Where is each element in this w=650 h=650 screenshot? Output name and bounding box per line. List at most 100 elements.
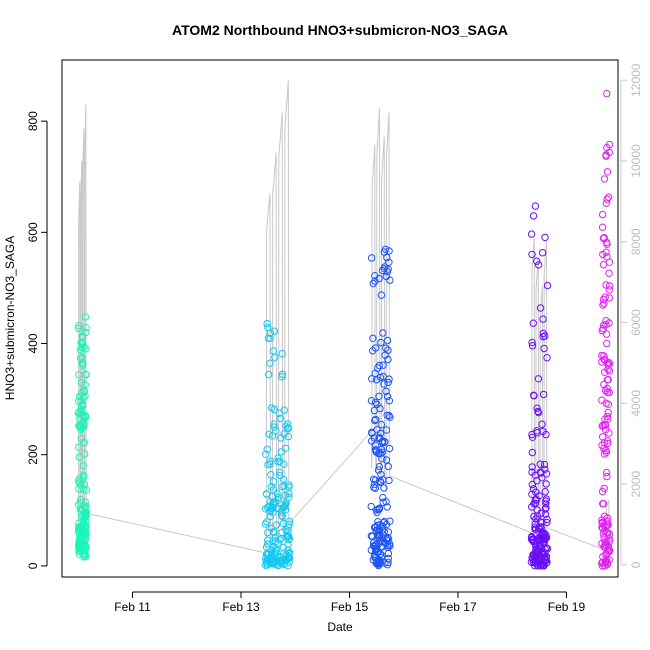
data-point [269,347,278,355]
data-point [528,468,536,476]
data-point [602,281,610,289]
x-tick-label: Feb 17 [439,600,477,614]
data-point [270,420,278,428]
data-point [603,195,611,203]
data-point [529,212,538,220]
data-point [81,450,89,458]
data-point [536,562,544,570]
data-point [531,202,540,210]
data-point [598,396,606,404]
data-point [276,471,284,480]
data-point [378,266,387,275]
data-point [263,319,271,328]
data-point [272,521,281,529]
data-point [602,468,611,477]
data-point [81,513,90,521]
data-point [271,533,280,542]
data-point [379,522,387,530]
data-point [384,528,393,536]
data-point [377,291,386,299]
data-point [379,372,387,381]
data-point [598,558,606,567]
data-point [374,561,383,570]
data-point [599,261,608,269]
data-point [383,253,391,262]
data-point [265,502,274,510]
data-point [528,490,536,498]
data-point [82,486,91,494]
data-point [530,500,538,508]
data-point [386,517,394,525]
data-point [80,553,88,561]
data-point [601,415,609,423]
data-point [598,487,607,496]
data-point [262,450,270,458]
data-point [601,386,610,395]
series-3 [527,202,552,570]
data-point [600,444,608,453]
data-point [598,210,607,219]
data-point [529,319,537,327]
data-point [371,446,380,454]
data-point [264,323,272,332]
data-point [372,547,380,555]
data-point [373,558,381,566]
data-point [379,493,387,502]
data-point [598,358,606,366]
data-point [380,484,388,492]
data-point [598,516,606,524]
data-point [528,480,536,489]
data-point [266,507,274,515]
data-point [265,430,273,438]
data-point [383,411,391,419]
data-point [540,344,548,353]
data-point [367,502,375,511]
data-point [543,354,551,362]
data-point [263,556,272,564]
data-point [601,293,609,301]
data-point [78,359,87,367]
data-point [78,539,86,547]
data-point [384,355,392,364]
data-point [530,392,538,400]
points-layer [74,89,614,570]
data-point [81,412,90,420]
data-point [82,324,91,332]
data-point [528,338,536,347]
data-point [602,448,611,456]
data-point [269,478,278,486]
data-point [377,478,385,487]
data-point [80,415,89,423]
y2-tick-label: 2000 [629,470,643,497]
data-point [266,329,275,337]
data-point [383,392,392,401]
data-point [272,427,280,435]
data-point [375,392,383,400]
data-point [81,392,89,400]
data-point [528,342,537,350]
data-point [263,490,271,498]
data-point [603,376,612,384]
data-point [274,454,282,462]
data-point [528,448,536,457]
data-point [82,371,90,379]
data-point [278,373,286,381]
data-point [82,345,90,353]
data-point [603,388,612,396]
x-tick-label: Feb 15 [331,600,369,614]
data-point [605,269,613,277]
data-point [535,492,543,500]
data-point [599,301,607,309]
data-point [384,346,392,354]
data-point [276,468,284,476]
data-point [528,463,536,471]
data-point [372,415,380,424]
data-point [529,485,538,493]
data-point [541,488,549,496]
data-point [534,408,543,417]
data-point [378,552,386,560]
data-point [382,387,390,396]
y-tick-label: 0 [26,562,40,569]
data-point [267,524,276,533]
